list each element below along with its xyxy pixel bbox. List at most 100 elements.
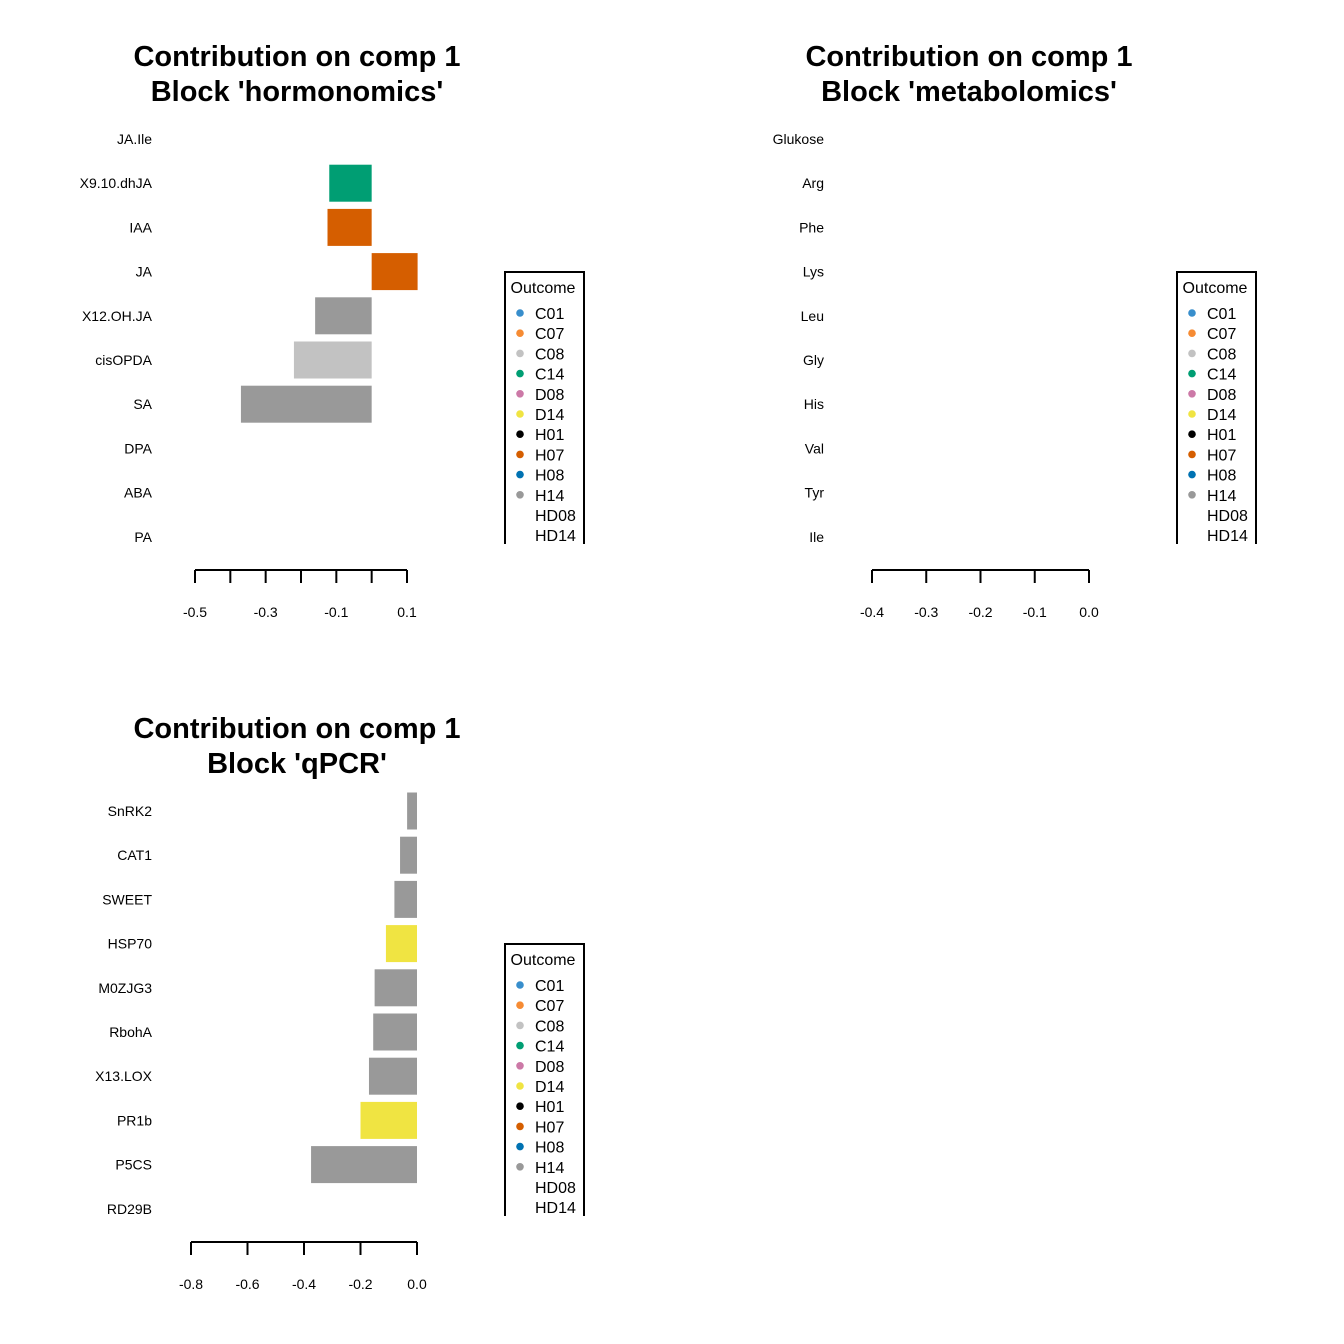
legend-dot-icon xyxy=(1188,349,1196,358)
legend-label: C01 xyxy=(535,306,564,323)
chart-subtitle: Block 'metabolomics' xyxy=(821,76,1117,108)
legend-dot-icon xyxy=(516,981,524,989)
legend-dot-icon xyxy=(516,491,524,499)
variable-label: M0ZJG3 xyxy=(98,980,152,996)
variable-label: Phe xyxy=(799,219,824,235)
variable-label: Gly xyxy=(803,352,824,368)
contribution-bar xyxy=(327,208,372,246)
legend-label: H07 xyxy=(1207,447,1236,464)
variable-label: His xyxy=(804,396,824,412)
contribution-bar xyxy=(385,925,417,963)
contribution-bar xyxy=(371,253,418,291)
variable-label: Lys xyxy=(803,264,824,280)
x-tick-label: -0.3 xyxy=(254,604,278,620)
contribution-bar xyxy=(368,1057,417,1095)
legend-dot-icon xyxy=(516,410,524,418)
contribution-bar xyxy=(394,880,417,918)
contribution-bar xyxy=(329,164,372,202)
variable-label: Val xyxy=(805,440,824,456)
legend-label: H14 xyxy=(535,1160,564,1177)
variable-label: IAA xyxy=(129,219,152,235)
legend-label: H07 xyxy=(535,447,564,464)
legend-dot-icon xyxy=(516,369,524,378)
legend-title: Outcome xyxy=(511,280,576,297)
legend: Outcome C01 C07 C08 C14 D08 D14 H01 H07 H08 H14 HD0… xyxy=(504,943,585,1217)
legend-title: Outcome xyxy=(1183,280,1248,297)
variable-label: RD29B xyxy=(107,1201,152,1217)
x-tick-label: -0.6 xyxy=(235,1276,259,1292)
legend-label: D08 xyxy=(1207,387,1236,404)
x-tick-label: -0.3 xyxy=(914,604,938,620)
legend-label: C07 xyxy=(1207,326,1236,343)
variable-label: X12.OH.JA xyxy=(82,308,153,324)
variable-label: Arg xyxy=(802,175,824,191)
legend: Outcome C01 C07 C08 C14 D08 D14 H01 H07 H08 H14 HD0… xyxy=(1176,271,1257,545)
legend-dot-icon xyxy=(1188,309,1196,317)
legend-title: Outcome xyxy=(511,952,576,969)
legend-label: H14 xyxy=(1207,488,1236,505)
legend-dot-icon xyxy=(1188,450,1196,459)
legend-dot-icon xyxy=(516,1021,524,1030)
legend-dot-icon xyxy=(516,1142,524,1151)
legend-label: HD08 xyxy=(535,1180,576,1197)
variable-label: SnRK2 xyxy=(108,803,153,819)
x-tick-label: 0.0 xyxy=(407,1276,427,1292)
legend-label: HD14 xyxy=(535,1200,576,1217)
legend-label: D08 xyxy=(535,387,564,404)
variable-label: HSP70 xyxy=(108,936,153,952)
variable-label: DPA xyxy=(124,440,152,456)
legend-dot-icon xyxy=(1188,369,1196,378)
x-tick-label: -0.4 xyxy=(860,604,884,620)
contribution-bar xyxy=(240,385,372,423)
legend-dot-icon xyxy=(516,1001,524,1009)
legend-label: H01 xyxy=(1207,427,1236,444)
legend-label: H08 xyxy=(535,468,564,485)
chart-subtitle: Block 'hormonomics' xyxy=(151,76,444,108)
legend-label: D08 xyxy=(535,1059,564,1076)
contribution-bar xyxy=(293,341,372,379)
legend-label: H07 xyxy=(535,1119,564,1136)
chart-title: Contribution on comp 1 xyxy=(133,41,460,73)
legend-dot-icon xyxy=(516,1041,524,1050)
legend-label: C14 xyxy=(535,367,564,384)
legend-label: C08 xyxy=(535,1018,564,1035)
legend-label: C08 xyxy=(535,346,564,363)
legend-label: D14 xyxy=(535,1079,564,1096)
variable-label: JA.Ile xyxy=(117,131,152,147)
legend-label: C14 xyxy=(1207,367,1236,384)
variable-label: PR1b xyxy=(117,1112,152,1128)
legend-label: C14 xyxy=(535,1039,564,1056)
variable-label: Tyr xyxy=(805,485,825,501)
legend-dot-icon xyxy=(1188,329,1196,338)
chart-title: Contribution on comp 1 xyxy=(805,41,1132,73)
x-tick-label: 0.0 xyxy=(1079,604,1099,620)
contribution-bar xyxy=(407,792,417,830)
legend-label: H08 xyxy=(535,1140,564,1157)
variable-label: Leu xyxy=(801,308,824,324)
legend-dot-icon xyxy=(516,430,524,439)
legend-label: H14 xyxy=(535,488,564,505)
legend-dot-icon xyxy=(516,349,524,358)
legend-dot-icon xyxy=(516,1163,524,1171)
legend-label: D14 xyxy=(535,407,564,424)
legend-label: C01 xyxy=(535,978,564,995)
legend-frame xyxy=(504,271,585,544)
chart-title: Contribution on comp 1 xyxy=(133,713,460,745)
x-tick-label: -0.2 xyxy=(348,1276,372,1292)
x-tick-label: -0.1 xyxy=(324,604,348,620)
legend-label: H01 xyxy=(535,427,564,444)
variable-label: SA xyxy=(133,396,152,412)
variable-label: RbohA xyxy=(109,1024,152,1040)
contribution-bar xyxy=(311,1146,417,1184)
contribution-bar xyxy=(373,1013,417,1051)
legend-dot-icon xyxy=(516,329,524,338)
legend-frame xyxy=(1176,271,1257,544)
legend-dot-icon xyxy=(1188,491,1196,499)
legend-dot-icon xyxy=(516,450,524,459)
legend-dot-icon xyxy=(516,309,524,317)
variable-label: SWEET xyxy=(102,891,152,907)
legend: Outcome C01 C07 C08 C14 D08 D14 H01 H07 H08 H14 HD0… xyxy=(504,271,585,545)
